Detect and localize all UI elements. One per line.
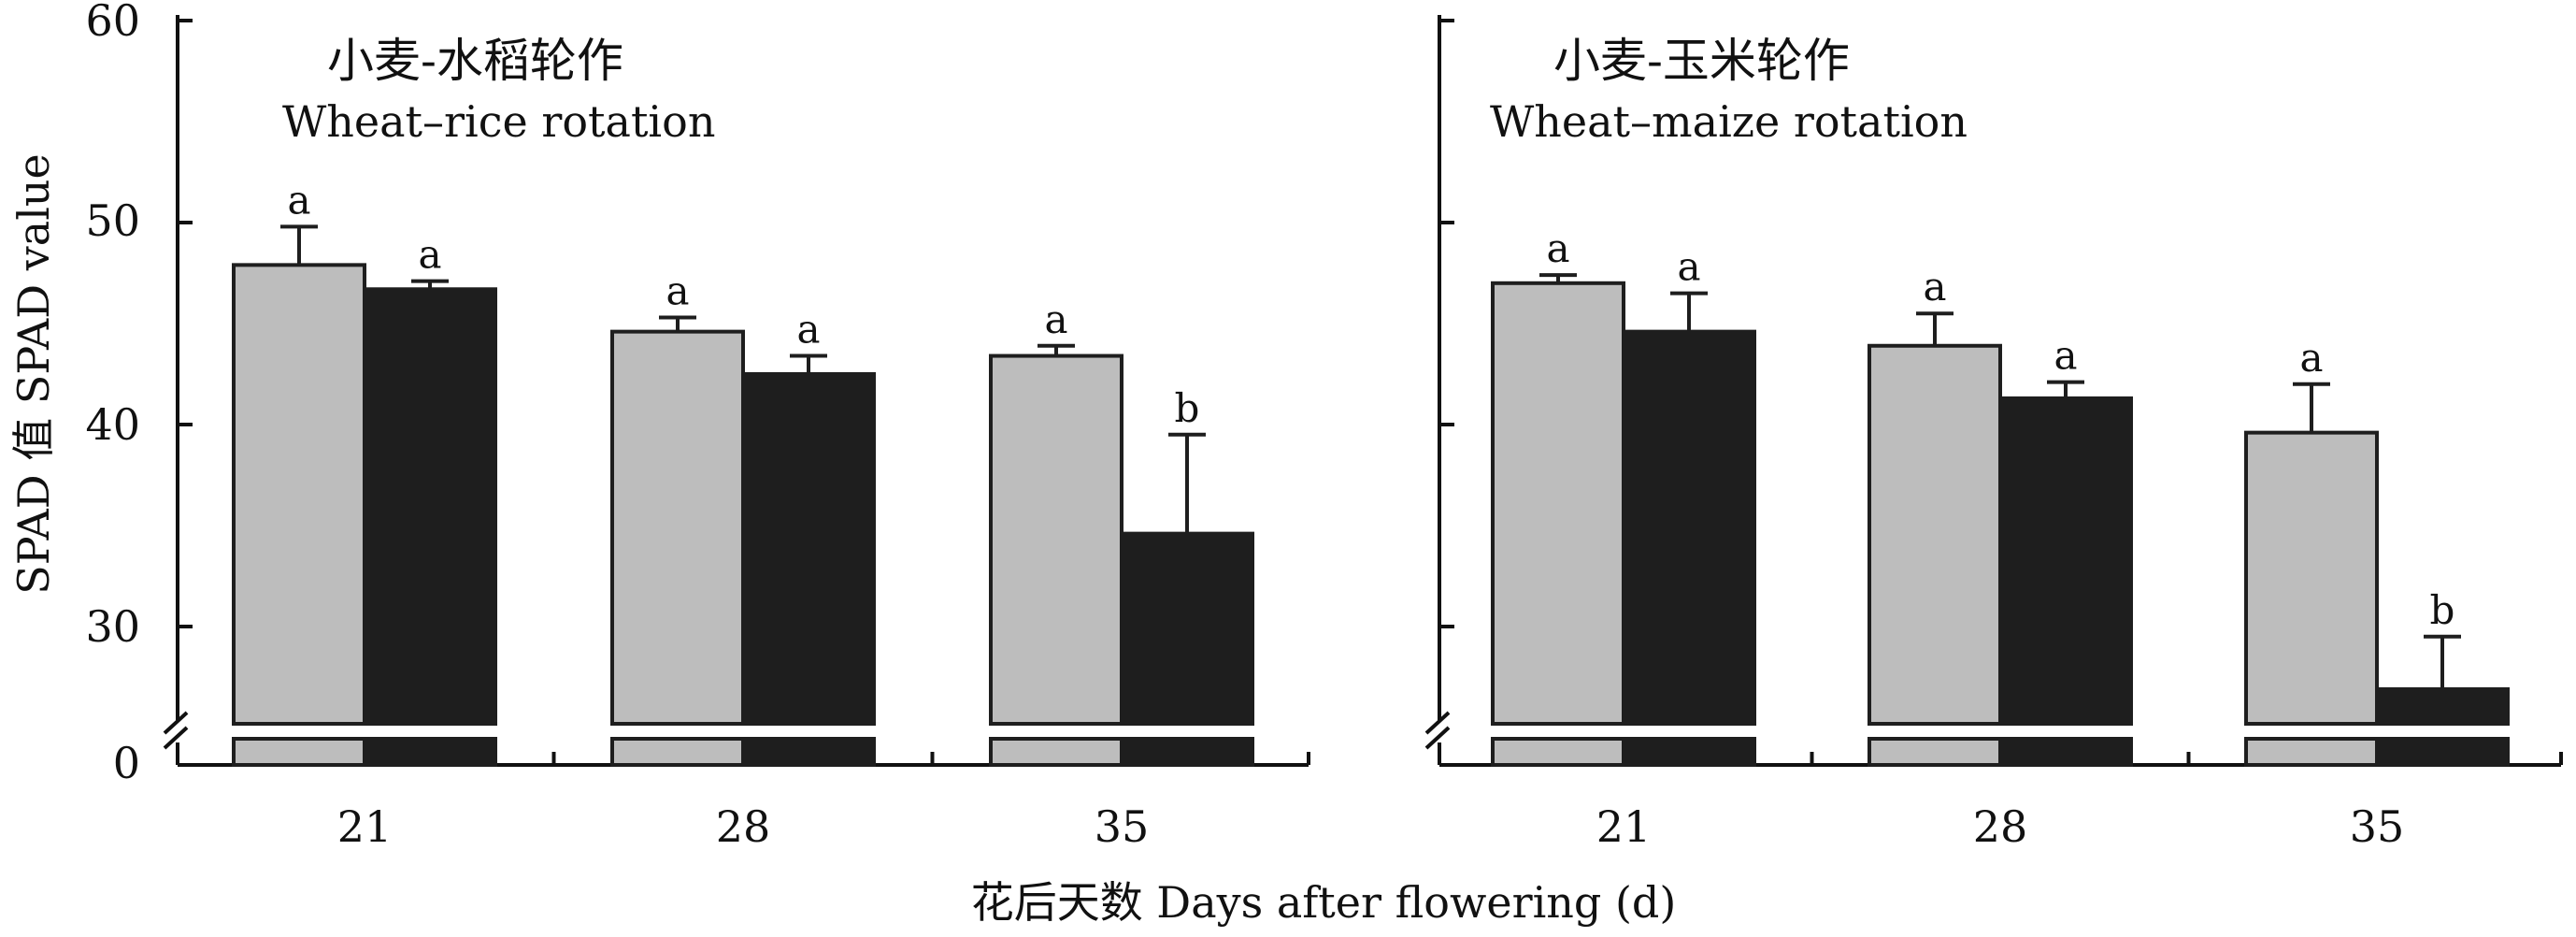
panel-wheat-maize: 小麦-玉米轮作 Wheat–maize rotation a a 21 a a 28 a b 3…: [1424, 15, 2563, 852]
bar: [1868, 343, 2002, 726]
x-tick-label: 35: [2350, 801, 2405, 852]
significance-label: a: [796, 307, 820, 353]
x-tick-label: 35: [1095, 801, 1150, 852]
bar-stub: [232, 737, 366, 767]
significance-label: b: [2430, 587, 2455, 633]
bar: [741, 372, 876, 726]
x-tick-label: 28: [1973, 801, 2028, 852]
bar-stub: [989, 737, 1123, 767]
x-axis-title: 花后天数 Days after flowering (d): [971, 877, 1677, 928]
bar-stub: [1120, 737, 1254, 767]
significance-label: a: [287, 177, 310, 223]
panel-title-en: Wheat–rice rotation: [282, 96, 715, 147]
bar: [232, 263, 366, 726]
bar: [363, 287, 497, 726]
panel-wheat-rice: 小麦-水稻轮作 Wheat–rice rotation a a 21 a a 28 a b 35: [163, 15, 1310, 852]
bar-stub: [2244, 737, 2379, 767]
x-tick-label: 21: [1596, 801, 1652, 852]
bar-stub: [363, 737, 497, 767]
y-tick-label-0: 0: [113, 738, 140, 788]
bar-stub: [1622, 737, 1756, 767]
axis-break-mark: [163, 726, 189, 750]
axis-break-mark: [163, 711, 189, 735]
y-tick-label-50: 50: [85, 195, 140, 246]
panel-title-en: Wheat–maize rotation: [1490, 96, 1968, 147]
bar: [1998, 396, 2133, 726]
significance-label: a: [2299, 335, 2323, 381]
panel-marks: a a 21 a a 28 a b 35: [163, 15, 1310, 852]
significance-label: a: [1677, 244, 1700, 290]
significance-label: a: [2054, 333, 2077, 379]
significance-label: a: [1546, 225, 1569, 271]
bar: [1491, 281, 1625, 726]
bar-stub: [741, 737, 876, 767]
significance-label: a: [1044, 296, 1067, 342]
y-tick-label-40: 40: [85, 399, 140, 450]
axis-break-mark: [1424, 711, 1451, 735]
panel-marks: a a 21 a a 28 a b 35: [1424, 15, 2563, 852]
bar: [1622, 329, 1756, 726]
significance-label: a: [418, 232, 441, 278]
significance-label: a: [665, 268, 689, 314]
bar: [2375, 686, 2510, 727]
panel-title-zh: 小麦-水稻轮作: [327, 34, 623, 88]
x-tick-label: 21: [337, 801, 393, 852]
bar-stub: [2375, 737, 2510, 767]
x-tick-label: 28: [716, 801, 771, 852]
bar: [610, 329, 745, 726]
bar-stub: [1868, 737, 2002, 767]
y-tick-label-60: 60: [85, 0, 140, 46]
bar: [2244, 430, 2379, 726]
bar: [1120, 531, 1254, 727]
bar-stub: [1998, 737, 2133, 767]
bar-stub: [610, 737, 745, 767]
panel-title-zh: 小麦-玉米轮作: [1553, 34, 1850, 88]
y-tick-label-30: 30: [85, 601, 140, 652]
y-axis-title: SPAD 值 SPAD value: [8, 153, 59, 595]
significance-label: b: [1175, 385, 1200, 431]
significance-label: a: [1923, 264, 1946, 310]
bar-stub: [1491, 737, 1625, 767]
bar: [989, 353, 1123, 726]
axis-break-mark: [1424, 726, 1451, 750]
